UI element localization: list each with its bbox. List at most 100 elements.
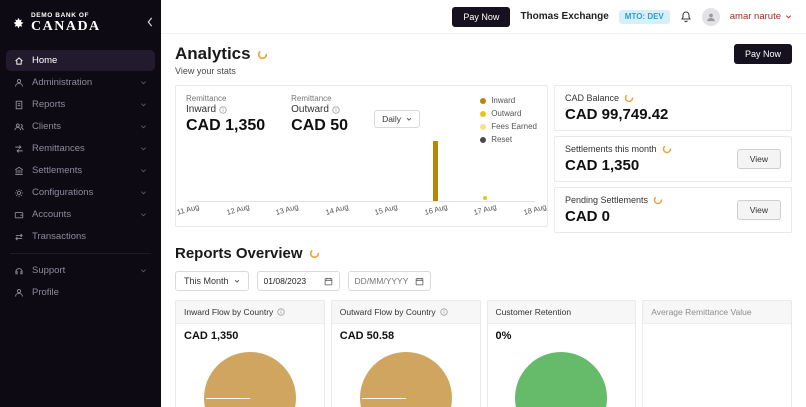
legend-dot: [480, 110, 487, 117]
sidebar-item-support[interactable]: Support: [6, 260, 155, 281]
calendar-icon[interactable]: [415, 277, 424, 286]
info-icon[interactable]: [219, 105, 227, 114]
date-to-field[interactable]: [347, 271, 431, 291]
avatar-person-icon: [707, 13, 715, 21]
info-icon[interactable]: [332, 105, 340, 114]
info-icon[interactable]: [440, 308, 448, 316]
legend-dot: [480, 97, 487, 104]
pending-settlements-value: CAD 0: [565, 208, 611, 225]
remittance-chart-panel: Remittance Inward CAD 1,350 Remittance O…: [175, 85, 548, 227]
home-icon: [15, 57, 23, 65]
outward-label: Outward: [291, 104, 329, 115]
chart-period-select[interactable]: Daily: [374, 110, 420, 128]
bank-logo-text: DEMO BANK OF CANADA: [31, 12, 101, 34]
report-cards-row: Inward Flow by Country CAD 1,350 Outward…: [175, 300, 792, 407]
pending-view-button[interactable]: View: [736, 200, 781, 220]
bank-name-top: DEMO BANK OF: [31, 12, 90, 19]
sidebar: DEMO BANK OF CANADA Home Administration …: [0, 0, 161, 407]
settlements-icon: [15, 166, 23, 175]
legend-item-fees-earned[interactable]: Fees Earned: [480, 122, 537, 131]
info-icon[interactable]: [277, 308, 285, 316]
chevron-down-icon: [141, 147, 146, 151]
sidebar-item-reports[interactable]: Reports: [6, 94, 155, 115]
calendar-icon[interactable]: [324, 277, 333, 286]
main-area: Pay Now Thomas Exchange MTO: DEV amar na…: [161, 0, 806, 407]
analytics-titles: Analytics View your stats: [175, 44, 268, 76]
accounts-icon: [14, 211, 24, 219]
avatar[interactable]: [701, 7, 720, 26]
bell-icon[interactable]: [680, 10, 692, 23]
administration-icon: [15, 78, 23, 87]
pay-now-button-main[interactable]: Pay Now: [733, 44, 792, 64]
analytics-header: Analytics View your stats Pay Now: [175, 44, 792, 76]
average-remittance-card: Average Remittance Value: [642, 300, 792, 407]
sidebar-item-profile[interactable]: Profile: [6, 282, 155, 303]
legend-label: Fees Earned: [491, 122, 537, 131]
outward-flow-pie-chart: [359, 352, 452, 407]
reports-title-text: Reports Overview: [175, 245, 303, 262]
settlements-month-card: Settlements this month CAD 1,350 View: [554, 136, 792, 182]
user-menu[interactable]: amar narute: [730, 11, 792, 22]
reports-icon: [15, 100, 23, 110]
user-name: amar narute: [729, 11, 781, 22]
x-axis-label: 11 Aug: [175, 202, 201, 217]
sidebar-item-label: Clients: [32, 121, 62, 133]
legend-dot: [480, 136, 487, 143]
date-to-input[interactable]: [354, 276, 411, 286]
cad-balance-label: CAD Balance: [565, 93, 620, 103]
analytics-row: Remittance Inward CAD 1,350 Remittance O…: [175, 85, 792, 233]
profile-icon: [15, 288, 23, 297]
analytics-title-text: Analytics: [175, 44, 251, 63]
chevron-down-icon: [141, 103, 146, 107]
settlements-view-button[interactable]: View: [736, 149, 781, 169]
reports-header: Reports Overview: [175, 245, 792, 262]
x-axis-label: 16 Aug: [423, 202, 449, 217]
pie-slice-line: [205, 398, 250, 399]
sidebar-item-label: Accounts: [32, 209, 72, 221]
sidebar-item-administration[interactable]: Administration: [6, 72, 155, 93]
sidebar-item-clients[interactable]: Clients: [6, 116, 155, 137]
report-period-select[interactable]: This Month: [175, 271, 249, 291]
chevron-down-icon: [785, 15, 792, 19]
pay-now-button-topbar[interactable]: Pay Now: [452, 6, 511, 27]
sidebar-item-accounts[interactable]: Accounts: [6, 204, 155, 225]
x-axis-label: 18 Aug: [522, 202, 548, 217]
chevron-down-icon: [406, 117, 412, 121]
average-remittance-title: Average Remittance Value: [651, 307, 752, 317]
sidebar-item-configurations[interactable]: Configurations: [6, 182, 155, 203]
x-axis-label: 12 Aug: [225, 202, 251, 217]
content: Analytics View your stats Pay Now Remitt…: [161, 34, 806, 407]
settlements-value: CAD 1,350: [565, 157, 640, 174]
x-axis-label: 13 Aug: [274, 202, 300, 217]
date-from-input[interactable]: [263, 276, 320, 286]
settlements-label: Settlements this month: [565, 144, 657, 154]
sidebar-item-settlements[interactable]: Settlements: [6, 160, 155, 181]
legend-label: Inward: [491, 96, 516, 105]
bank-name-main: CANADA: [31, 19, 101, 34]
sidebar-nav: Home Administration Reports Clients Remi…: [0, 50, 161, 303]
legend-item-reset[interactable]: Reset: [480, 135, 537, 144]
configurations-icon: [14, 188, 24, 197]
legend-item-inward[interactable]: Inward: [480, 96, 537, 105]
sidebar-divider: [10, 253, 151, 255]
chart-stats-row: Remittance Inward CAD 1,350 Remittance O…: [186, 94, 537, 144]
chart-legend: Inward Outward Fees Earned: [480, 94, 537, 144]
transactions-icon: [15, 233, 23, 241]
sidebar-item-transactions[interactable]: Transactions: [6, 226, 155, 247]
x-axis-label: 15 Aug: [373, 202, 399, 217]
legend-item-outward[interactable]: Outward: [480, 109, 537, 118]
kpi-cards-column: CAD Balance CAD 99,749.42 Settlements th…: [554, 85, 792, 233]
sidebar-item-label: Administration: [32, 77, 93, 89]
collapse-sidebar-icon[interactable]: [146, 14, 154, 32]
outward-dot: [483, 196, 488, 200]
date-from-field[interactable]: [256, 271, 340, 291]
remittances-icon: [15, 145, 23, 153]
sidebar-item-home[interactable]: Home: [6, 50, 155, 72]
sidebar-item-label: Home: [32, 55, 58, 67]
clients-icon: [14, 123, 24, 131]
inward-flow-value: CAD 1,350: [184, 330, 239, 342]
company-name: Thomas Exchange: [520, 11, 609, 22]
mto-env-badge: MTO: DEV: [618, 9, 670, 24]
sidebar-item-remittances[interactable]: Remittances: [6, 138, 155, 159]
loading-spinner-icon: [653, 195, 663, 205]
